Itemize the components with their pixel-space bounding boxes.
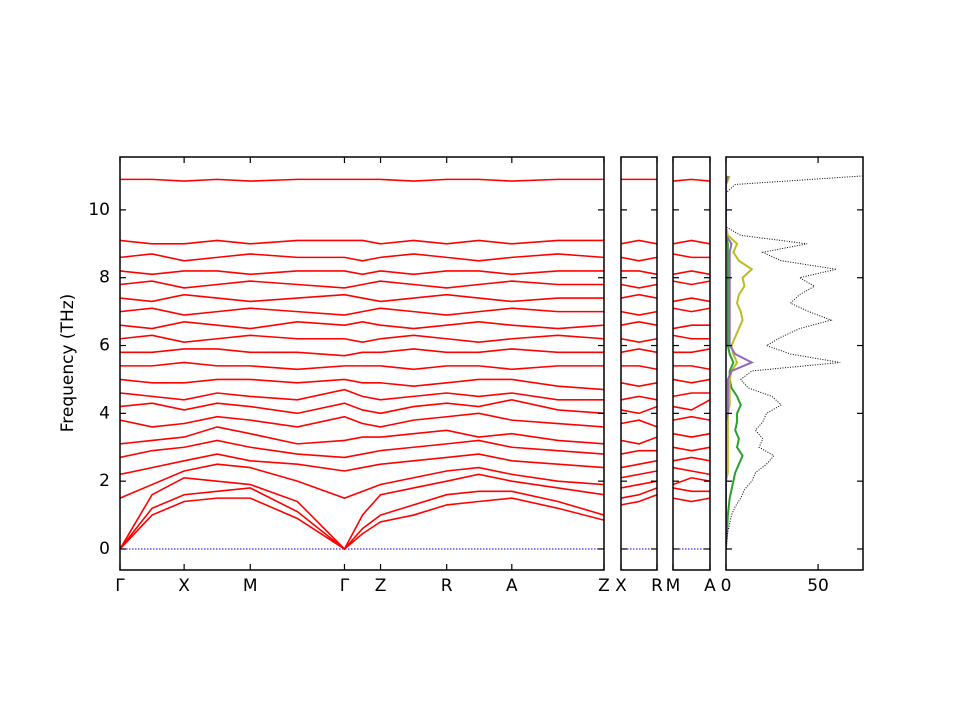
band [673,348,710,354]
y-tick-label: 10 [88,200,110,220]
x-tick-label: Z [598,576,610,596]
band [673,432,710,438]
band [621,293,657,299]
x-tick-label: X [615,576,627,596]
x-tick-label: M [243,576,258,596]
dos-line [726,175,863,550]
y-tick-label: 8 [99,268,110,288]
band [120,178,604,182]
band [120,334,604,343]
panel-frame [725,156,864,571]
y-tick-label: 6 [99,336,110,356]
x-tick-label: M [666,576,681,596]
band [621,405,657,415]
band [673,487,710,493]
x-tick-label: X [178,576,190,596]
band [120,293,604,303]
band [621,270,657,276]
band [120,388,604,401]
band [621,337,657,343]
band [621,348,657,354]
band [673,456,710,462]
x-tick-label: R [441,576,453,596]
x-tick-label: Γ [340,576,350,596]
band [120,439,604,459]
band [621,382,657,388]
band [673,497,710,503]
band [673,270,710,276]
x-tick-label: A [506,576,518,596]
band [621,470,657,479]
band [673,324,710,330]
band [621,480,657,489]
band [673,253,710,259]
band [673,297,710,303]
panel-frame [620,156,658,571]
band [673,446,710,452]
y-tick-label: 0 [99,539,110,559]
x-tick-label: R [651,576,663,596]
band [621,365,657,371]
band [673,378,710,384]
x-tick-label: Γ [115,576,125,596]
x-tick-label: 0 [721,576,732,596]
dos-line [726,175,755,549]
band [120,473,604,551]
panel-frame [672,156,711,571]
band [673,280,710,286]
band [120,320,604,330]
band [120,497,604,550]
band [621,283,657,289]
band [120,239,604,245]
band [120,307,604,316]
band [621,310,657,316]
band [673,334,710,340]
band [120,280,604,289]
dos-line [726,175,754,549]
band [120,378,604,391]
band [120,270,604,276]
band [621,395,657,401]
band [120,253,604,262]
band [673,415,710,421]
band [673,399,710,411]
band [621,419,657,428]
band [673,476,710,486]
band [621,449,657,455]
band [120,487,604,551]
band [673,365,710,371]
band [120,426,604,445]
band [621,256,657,262]
band [673,307,710,313]
band [621,460,657,469]
band [621,487,657,499]
band [621,493,657,506]
panel-frame [119,156,605,571]
y-tick-label: 4 [99,403,110,423]
y-tick-label: 2 [99,471,110,491]
band [621,239,657,245]
x-tick-label: 50 [807,576,829,596]
band [673,466,710,476]
band [120,463,604,499]
band [673,239,710,245]
band [120,398,604,415]
x-tick-label: A [704,576,716,596]
band [621,436,657,445]
band [120,453,604,476]
y-axis-label: Frequency (THz) [58,294,78,433]
band [120,412,604,428]
band [120,361,604,371]
band [621,320,657,326]
band [673,178,710,182]
band [120,348,604,357]
band [673,392,710,398]
x-tick-label: Z [375,576,387,596]
